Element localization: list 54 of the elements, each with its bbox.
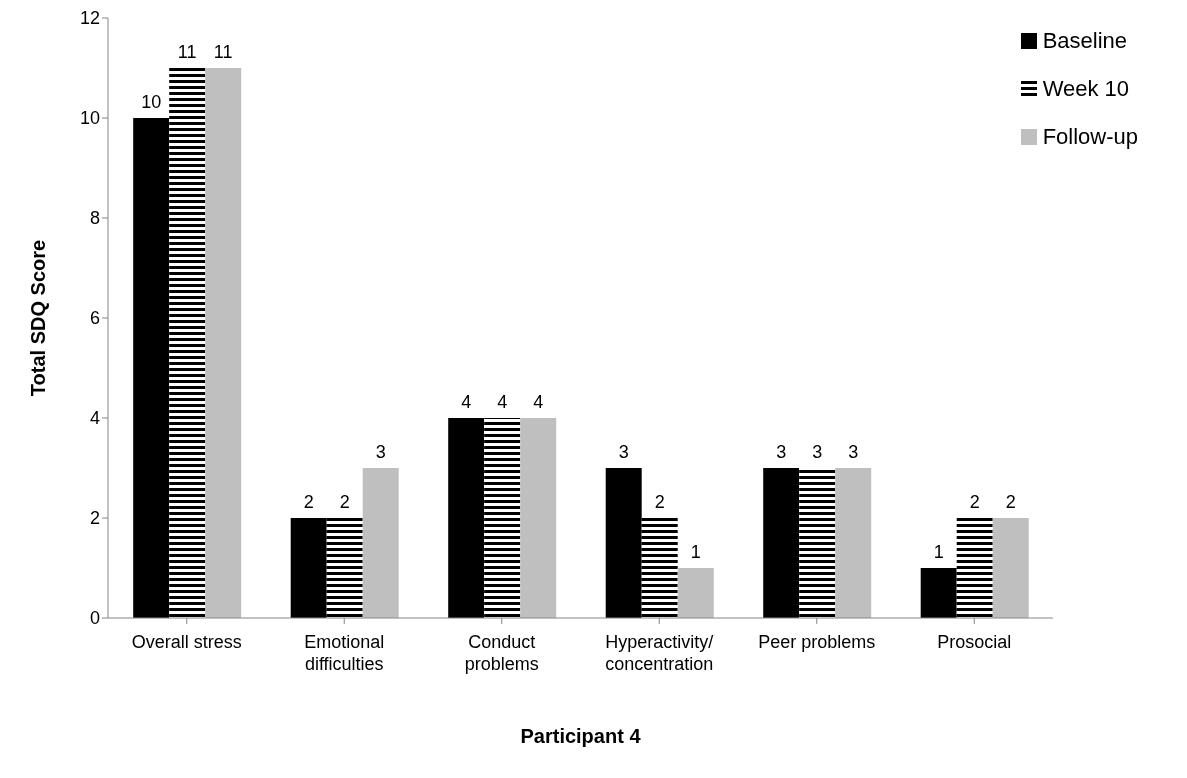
bar [835,468,872,618]
legend-label: Baseline [1042,28,1128,54]
data-label: 4 [497,392,508,412]
data-label: 2 [303,492,314,512]
bar [290,518,327,618]
data-label: 10 [141,92,162,112]
bar [326,518,363,618]
bar [520,418,557,618]
x-tick-label: Emotional difficulties [304,632,385,674]
y-tick-label: 0 [89,608,100,629]
legend-label: Follow-up [1042,124,1138,150]
data-label: 4 [461,392,472,412]
bar [605,468,642,618]
bar [133,118,170,618]
y-tick-label: 12 [79,8,100,29]
legend-label: Week 10 [1042,76,1130,102]
y-tick-label: 10 [79,108,100,129]
bar [205,68,242,618]
data-label: 4 [533,392,544,412]
y-tick-label: 4 [89,408,100,429]
data-label: 1 [690,542,701,562]
y-axis-title: Total SDQ Score [27,239,50,397]
bar [920,568,957,618]
data-label: 3 [812,442,823,462]
data-label: 11 [213,42,233,62]
data-label: 3 [848,442,859,462]
x-tick-label: Prosocial [937,632,1012,652]
data-label: 2 [654,492,665,512]
data-label: 3 [375,442,386,462]
data-label: 3 [618,442,629,462]
bar [484,418,521,618]
x-axis-title: Participant 4 [520,725,642,747]
x-tick-label: Overall stress [131,632,242,652]
data-label: 2 [969,492,980,512]
bar [448,418,485,618]
bar [641,518,678,618]
data-label: 1 [933,542,944,562]
bar [799,468,836,618]
bar [677,568,714,618]
x-tick-label: Peer problems [758,632,876,652]
bar [992,518,1029,618]
y-tick-label: 2 [89,508,100,529]
bar [362,468,399,618]
x-tick-label: Conduct problems [464,632,539,674]
bar [956,518,993,618]
data-label: 2 [339,492,350,512]
data-label: 2 [1005,492,1016,512]
data-label: 3 [776,442,787,462]
data-label: 11 [177,42,197,62]
y-tick-label: 8 [89,208,100,229]
y-tick-label: 6 [89,308,100,329]
bar [169,68,206,618]
bar [763,468,800,618]
x-tick-label: Hyperactivity/concentration [605,632,714,674]
